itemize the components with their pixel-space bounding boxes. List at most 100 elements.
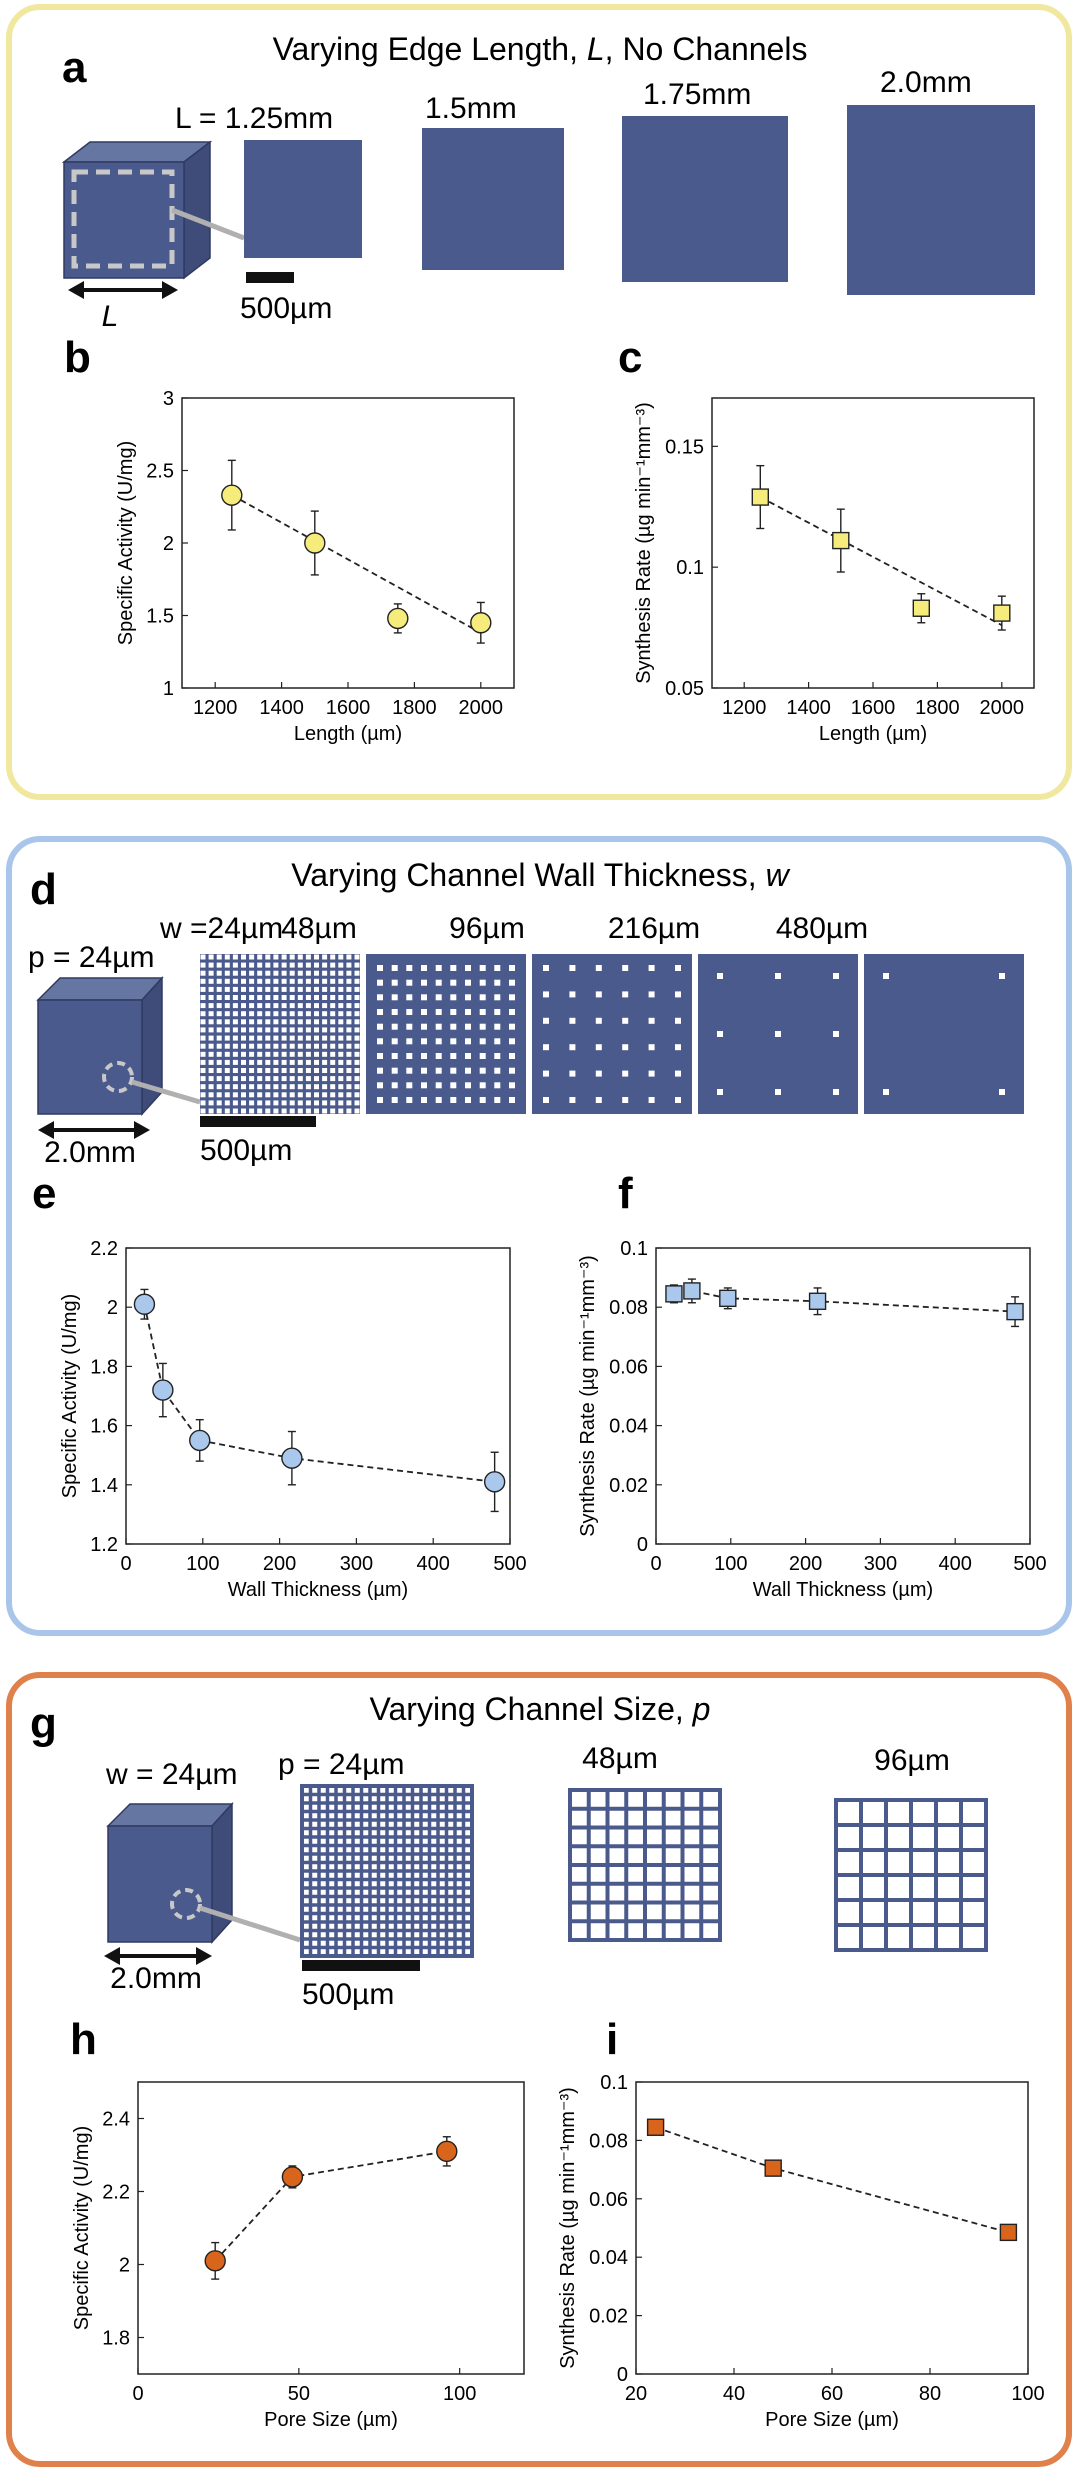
channel-pore xyxy=(622,1070,629,1077)
channel-pore xyxy=(232,1051,238,1057)
channel-pore xyxy=(216,1003,222,1009)
channel-pore xyxy=(281,1043,287,1049)
channel-pore xyxy=(281,1068,287,1073)
channel-pore xyxy=(450,1067,457,1074)
channel-pore xyxy=(338,1051,344,1057)
channel-pore xyxy=(257,1035,263,1041)
channel-pore xyxy=(249,1068,255,1073)
channel-pore xyxy=(200,1019,206,1025)
channel-pore xyxy=(273,1003,279,1009)
channel-pore xyxy=(257,1059,263,1065)
x-tick-label: 500 xyxy=(493,1553,526,1575)
channel-pore xyxy=(208,986,214,992)
channel-pore xyxy=(883,973,889,979)
channel-pore xyxy=(208,1108,214,1114)
channel-pore xyxy=(354,1068,360,1073)
data-point xyxy=(683,1282,701,1300)
channel-pore xyxy=(216,1108,222,1114)
channel-pore xyxy=(543,1097,549,1103)
y-tick-label: 3 xyxy=(163,388,174,410)
channel-pore xyxy=(354,1100,360,1106)
channel-pore xyxy=(346,1019,352,1025)
channel-pore xyxy=(543,1044,549,1051)
channel-pore xyxy=(289,954,295,960)
channel-pore xyxy=(322,970,328,976)
channel-pore xyxy=(216,1084,222,1090)
channel-pore xyxy=(208,1027,214,1033)
channel-pore xyxy=(305,986,311,992)
channel-pore xyxy=(322,1084,328,1090)
channel-pore xyxy=(305,1059,311,1065)
channel-pore xyxy=(249,986,255,992)
channel-pore xyxy=(494,979,501,986)
channel-pore xyxy=(435,1009,442,1015)
channel-pore xyxy=(322,1068,328,1073)
data-point xyxy=(281,1447,303,1469)
channel-pore xyxy=(322,1043,328,1049)
p-label-d: p = 24µm xyxy=(28,941,155,974)
channel-pore xyxy=(289,1019,295,1025)
channel-pore xyxy=(232,962,238,968)
letter-c: c xyxy=(618,333,642,382)
channel-pore xyxy=(338,962,344,968)
channel-pore xyxy=(216,962,222,968)
channel-pore xyxy=(200,1027,206,1033)
channel-pore xyxy=(281,1108,287,1114)
channel-pore xyxy=(346,962,352,968)
channel-pore xyxy=(648,965,655,971)
channel-pore xyxy=(273,978,279,984)
channel-pore xyxy=(421,965,427,971)
block-1-25mm xyxy=(244,140,362,258)
fit-line xyxy=(759,496,1003,626)
channel-pore xyxy=(208,1084,214,1090)
channel-pore xyxy=(241,1051,246,1057)
channel-pore xyxy=(273,962,279,968)
channel-pore xyxy=(289,978,295,984)
channel-pore xyxy=(289,1043,295,1049)
dimension-arrow-g xyxy=(104,1947,212,1965)
channel-pore xyxy=(622,991,629,998)
channel-pore xyxy=(281,954,287,960)
channel-pore xyxy=(330,1027,336,1033)
scale-bar-a xyxy=(246,272,294,283)
channel-pore xyxy=(346,986,352,992)
y-tick-label: 1.8 xyxy=(102,2328,130,2350)
channel-pore xyxy=(494,1009,501,1015)
channel-pore xyxy=(265,995,271,1000)
y-tick-label: 0.15 xyxy=(665,436,704,458)
x-tick-label: 50 xyxy=(288,2383,310,2405)
channel-pore xyxy=(322,1035,328,1041)
channel-pore xyxy=(305,970,311,976)
size-label-d-1: w =24µm xyxy=(159,912,283,945)
channel-blocks-d xyxy=(200,954,1024,1114)
channel-pore xyxy=(330,1011,336,1017)
y-tick-label: 2 xyxy=(107,1297,118,1319)
channel-pore xyxy=(232,1059,238,1065)
channel-pore xyxy=(265,1019,271,1025)
channel-pore xyxy=(346,1035,352,1041)
channel-pore xyxy=(224,986,230,992)
channel-pore xyxy=(241,1108,246,1114)
channel-pore xyxy=(232,1092,238,1098)
channel-pore xyxy=(479,1038,486,1045)
block-2-0mm xyxy=(847,105,1035,295)
channel-pore xyxy=(314,1076,319,1082)
channel-pore xyxy=(241,1100,246,1106)
channel-pore xyxy=(249,1003,255,1009)
channel-pore xyxy=(622,1017,629,1024)
channel-pore xyxy=(257,995,263,1000)
data-point xyxy=(646,2118,665,2136)
channel-pore xyxy=(289,1100,295,1106)
channel-pore xyxy=(450,1097,457,1103)
channel-pore xyxy=(208,962,214,968)
channel-pore xyxy=(305,1003,311,1009)
channel-pore xyxy=(289,970,295,976)
channel-pore xyxy=(338,1011,344,1017)
channel-pore xyxy=(377,1097,383,1103)
channel-pore xyxy=(338,1092,344,1098)
channel-pore xyxy=(354,962,360,968)
channel-pore xyxy=(479,1097,486,1103)
y-tick-label: 0.1 xyxy=(620,1238,648,1260)
channel-pore xyxy=(232,1100,238,1106)
channel-pore xyxy=(232,995,238,1000)
